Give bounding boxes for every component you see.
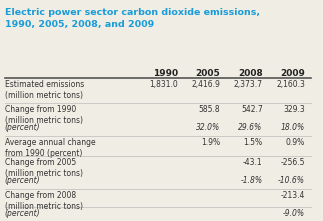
- Text: Electric power sector carbon dioxide emissions,
1990, 2005, 2008, and 2009: Electric power sector carbon dioxide emi…: [5, 8, 260, 29]
- Text: 2,373.7: 2,373.7: [234, 80, 263, 89]
- Text: 329.3: 329.3: [283, 105, 305, 114]
- Text: (percent): (percent): [5, 123, 40, 132]
- Text: 0.9%: 0.9%: [286, 138, 305, 147]
- Text: 1.5%: 1.5%: [244, 138, 263, 147]
- Text: 32.0%: 32.0%: [196, 123, 220, 132]
- Text: 1990: 1990: [153, 69, 178, 78]
- Text: 29.6%: 29.6%: [238, 123, 263, 132]
- Text: 18.0%: 18.0%: [281, 123, 305, 132]
- Text: -1.8%: -1.8%: [241, 176, 263, 185]
- Text: -10.6%: -10.6%: [278, 176, 305, 185]
- Text: 542.7: 542.7: [241, 105, 263, 114]
- Text: Average annual change
from 1990 (percent): Average annual change from 1990 (percent…: [5, 138, 95, 158]
- Text: 2009: 2009: [280, 69, 305, 78]
- Text: 1.9%: 1.9%: [201, 138, 220, 147]
- Text: 2005: 2005: [196, 69, 220, 78]
- Text: -256.5: -256.5: [280, 158, 305, 167]
- Text: Change from 2005
(million metric tons): Change from 2005 (million metric tons): [5, 158, 82, 178]
- Text: 2,416.9: 2,416.9: [192, 80, 220, 89]
- Text: 2,160.3: 2,160.3: [276, 80, 305, 89]
- Text: 2008: 2008: [238, 69, 263, 78]
- Text: 1,831.0: 1,831.0: [150, 80, 178, 89]
- Text: Change from 2008
(million metric tons): Change from 2008 (million metric tons): [5, 191, 82, 211]
- Text: (percent): (percent): [5, 176, 40, 185]
- Text: -9.0%: -9.0%: [283, 209, 305, 218]
- Text: -43.1: -43.1: [243, 158, 263, 167]
- Text: -213.4: -213.4: [281, 191, 305, 200]
- Text: 585.8: 585.8: [199, 105, 220, 114]
- Text: (percent): (percent): [5, 209, 40, 218]
- Text: Estimated emissions
(million metric tons): Estimated emissions (million metric tons…: [5, 80, 84, 100]
- Text: Change from 1990
(million metric tons): Change from 1990 (million metric tons): [5, 105, 82, 125]
